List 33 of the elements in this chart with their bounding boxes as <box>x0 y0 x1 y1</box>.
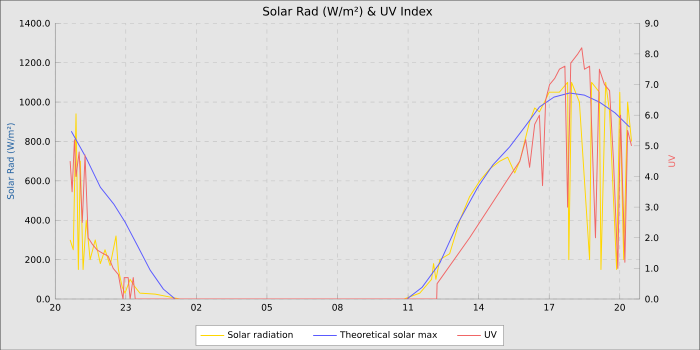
y-axis-title: Solar Rad (W/m²) <box>6 123 15 200</box>
y2-tick-label: 4.0 <box>645 172 658 180</box>
x-tick-label: 17 <box>544 304 554 310</box>
y2-tick-label: 7.0 <box>645 81 658 88</box>
y-tick-label: 800.0 <box>25 138 50 145</box>
y2-tick-label: 3.0 <box>645 204 658 210</box>
y2-tick-label: 6.0 <box>645 112 658 118</box>
x-tick-label: 20 <box>614 304 625 311</box>
x-tick-label: 02 <box>191 304 202 311</box>
y-tick-label: 600.0 <box>25 177 50 184</box>
y-tick-label: 400.0 <box>25 216 50 224</box>
y2-tick-label: 2.0 <box>645 234 658 242</box>
y2-tick-label: 9.0 <box>645 20 658 27</box>
y-tick-label: 1400.0 <box>20 20 50 27</box>
y-tick-label: 1200.0 <box>20 59 50 66</box>
x-tick-label: 11 <box>403 304 413 310</box>
y2-tick-label: 1.0 <box>646 264 658 272</box>
y-tick-label: 1000.0 <box>20 98 50 106</box>
y2-tick-label: 5.0 <box>645 142 658 150</box>
legend-label: UV <box>484 331 497 338</box>
legend-label: Theoretical solar max <box>340 330 438 338</box>
x-tick-label: 05 <box>262 304 272 311</box>
legend-label: Solar radiation <box>228 330 293 338</box>
x-tick-label: 08 <box>332 304 343 311</box>
x-tick-label: 14 <box>474 304 484 310</box>
y2-tick-label: 0.0 <box>645 296 658 302</box>
x-tick-label: 23 <box>120 304 131 311</box>
chart-title: Solar Rad (W/m²) & UV Index <box>263 6 432 17</box>
y-tick-label: 200.0 <box>25 256 50 263</box>
x-tick-label: 20 <box>50 304 60 311</box>
y2-tick-label: 8.0 <box>645 50 658 58</box>
y-tick-label: 0.0 <box>36 296 50 302</box>
y2-axis-title: UV <box>668 154 676 167</box>
